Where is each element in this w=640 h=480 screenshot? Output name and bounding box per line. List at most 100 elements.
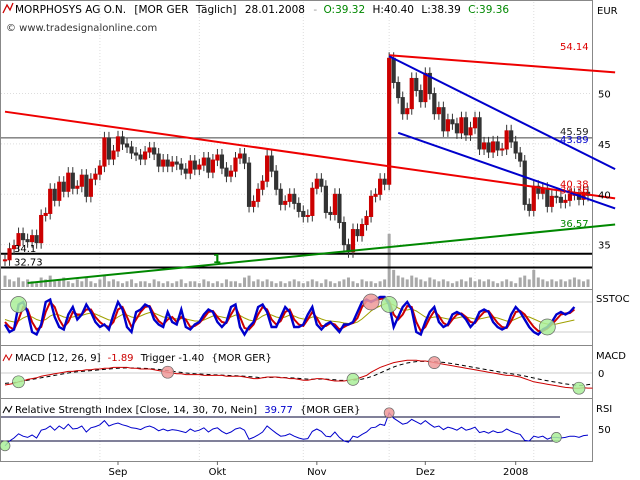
candle-down <box>513 141 518 154</box>
volume-bar <box>157 281 161 287</box>
volume-bar <box>71 283 75 287</box>
header-close: C:39.36 <box>468 4 509 16</box>
volume-bar <box>464 281 468 287</box>
volume-bar <box>428 277 432 287</box>
volume-bar <box>419 279 423 287</box>
candle-down <box>269 155 274 172</box>
svg-text:Relative Strength Index [Close: Relative Strength Index [Close, 14, 30, … <box>15 405 360 416</box>
volume-bar <box>441 279 445 287</box>
volume-bar <box>518 277 522 287</box>
volume-bar <box>148 283 152 287</box>
candle-up <box>368 195 374 217</box>
volume-bar <box>478 279 482 287</box>
rsi-tick-50: 50 <box>598 425 611 436</box>
candle-up <box>423 72 428 103</box>
volume-bar <box>30 281 34 287</box>
volume-bar <box>374 283 378 287</box>
volume-bar <box>568 279 572 287</box>
candle-down <box>34 235 39 244</box>
volume-bar <box>89 281 93 287</box>
candle-up <box>102 137 107 167</box>
candle-down <box>414 77 419 92</box>
candle-down <box>558 196 563 203</box>
volume-bar <box>532 269 536 287</box>
candle-up <box>201 157 206 166</box>
candle-down <box>61 181 66 192</box>
volume-bar <box>473 281 477 287</box>
volume-bar <box>188 281 192 287</box>
candle-down <box>554 195 559 198</box>
rsi-legend-market: {MOR GER} <box>300 405 360 416</box>
macd-legend-name: MACD [12, 26, 9] <box>15 353 101 364</box>
volume-bar <box>265 279 269 287</box>
candle-down <box>174 161 179 165</box>
candle-down <box>337 193 342 224</box>
volume-bar <box>356 283 360 287</box>
volume-bar <box>93 283 97 287</box>
candle-up <box>43 212 48 216</box>
volume-bar <box>197 283 201 287</box>
volume-bar <box>351 281 355 287</box>
trendline-channel-lower <box>397 131 616 210</box>
signal-markers <box>0 293 586 452</box>
volume-bar <box>243 277 247 287</box>
candle-up <box>2 259 8 262</box>
volume-bar <box>270 281 274 287</box>
candle-up <box>48 188 53 214</box>
candle-up <box>16 233 21 247</box>
volume-bar <box>577 279 581 287</box>
volume-bar <box>220 283 224 287</box>
header-date: 28.01.2008 <box>245 4 305 16</box>
volume-bar <box>116 281 120 287</box>
volume-bar <box>233 281 237 287</box>
rsi-line <box>4 411 589 447</box>
wave-count-marker: 1 <box>213 252 221 266</box>
candle-down <box>156 153 161 167</box>
x-axis-label: Dez <box>416 467 435 478</box>
price-label: 32.73 <box>14 258 43 269</box>
macd-signal-low <box>346 373 360 386</box>
volume-bar <box>401 277 405 287</box>
candle-down <box>341 222 347 246</box>
candle-down <box>246 162 252 207</box>
candle-up <box>373 193 378 197</box>
volume-bar <box>297 281 301 287</box>
candle-down <box>536 185 541 194</box>
volume-bar <box>414 277 418 287</box>
volume-bar <box>514 283 518 287</box>
sstoc-signal-low <box>10 296 27 313</box>
volume-bar <box>500 281 504 287</box>
candle-up <box>287 193 292 202</box>
candle-down <box>52 188 57 201</box>
volume-bar <box>26 279 30 287</box>
volume-bar <box>288 281 292 287</box>
sstoc-signal-low <box>380 296 398 313</box>
candle-up <box>30 235 35 243</box>
volume-bar <box>12 281 16 287</box>
candle-down <box>391 57 396 83</box>
rsi-label: RSI <box>596 404 612 415</box>
volume-bar <box>392 269 396 287</box>
candle-down <box>179 163 184 170</box>
price-unit-label: EUR <box>597 6 618 17</box>
volume-bar <box>252 281 256 287</box>
sstoc-signal-low <box>538 318 556 336</box>
candle-up <box>88 178 93 197</box>
candle-up <box>97 165 103 175</box>
sstoc-d-line <box>4 296 576 333</box>
header-symbol: MORPHOSYS AG O.N. <box>15 4 126 16</box>
trendlines <box>4 54 616 284</box>
volume-bar <box>17 277 21 287</box>
candle-down <box>418 90 423 103</box>
volume-bar <box>310 279 314 287</box>
candle-down <box>224 167 229 177</box>
rsi-legend-value: 39.77 <box>264 405 293 416</box>
price-y-axis: 35 40 45 50 <box>598 90 611 252</box>
candle-down <box>527 203 532 211</box>
volume-bar <box>496 283 500 287</box>
candle-down <box>20 233 26 241</box>
candle-up <box>567 193 573 201</box>
volume-bar <box>509 281 513 287</box>
volume-bar <box>432 279 436 287</box>
